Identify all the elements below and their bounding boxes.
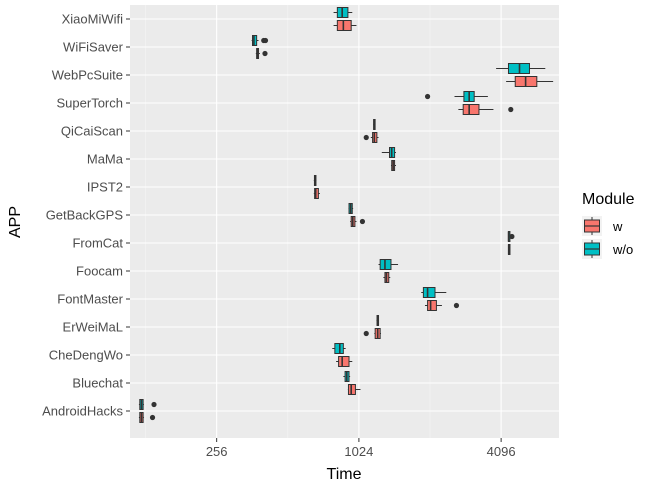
grid xyxy=(130,5,559,438)
boxes xyxy=(138,7,554,423)
y-tick-label: QiCaiScan xyxy=(61,124,123,139)
box-wo-SuperTorch xyxy=(424,91,488,102)
x-axis-title: Time xyxy=(327,466,362,483)
outlier-point xyxy=(359,218,366,225)
box-iqr xyxy=(338,356,350,367)
y-tick-label: Foocam xyxy=(76,264,123,279)
box-wo-FromCat xyxy=(507,231,515,242)
outlier-point xyxy=(363,330,369,337)
y-tick-label: WiFiSaver xyxy=(63,40,124,55)
y-axis: XiaoMiWifi WiFiSaver WebPcSuite SuperTorch Q… xyxy=(42,12,130,419)
outlier-point xyxy=(151,401,157,408)
box-wo-AndroidHacks xyxy=(138,399,157,410)
outlier-point xyxy=(262,50,268,57)
box-w-AndroidHacks xyxy=(138,412,156,423)
outlier-point xyxy=(509,233,515,240)
box-wo-WiFiSaver xyxy=(251,35,269,46)
y-tick-label: MaMa xyxy=(87,152,124,167)
box-wo-Foocam xyxy=(378,259,399,270)
outlier-point xyxy=(453,302,460,309)
y-tick-label: FontMaster xyxy=(57,292,123,307)
box-w-GetBackGPS xyxy=(350,216,366,227)
box-wo-CheDengWo xyxy=(332,343,346,354)
box-iqr xyxy=(422,287,436,298)
y-tick-label: XiaoMiWifi xyxy=(62,12,124,27)
box-wo-Bluechat xyxy=(343,371,351,382)
box-iqr xyxy=(336,20,352,31)
box-wo-IPST2 xyxy=(313,175,317,186)
x-tick-label: 256 xyxy=(206,444,228,459)
outlier-point xyxy=(262,37,269,44)
box-w-SuperTorch xyxy=(458,104,514,115)
legend-title: Module xyxy=(582,191,635,208)
box-wo-GetBackGPS xyxy=(348,203,354,214)
y-axis-title: APP xyxy=(7,206,24,238)
box-w-FromCat xyxy=(507,244,511,255)
y-tick-label: SuperTorch xyxy=(57,96,123,111)
x-tick-label: 1024 xyxy=(344,444,373,459)
y-tick-label: CheDengWo xyxy=(49,348,123,363)
box-w-ErWeiMaL xyxy=(363,328,381,339)
box-wo-MaMa xyxy=(381,147,396,158)
box-w-Foocam xyxy=(383,272,391,283)
box-w-WiFiSaver xyxy=(255,48,268,59)
y-tick-label: FromCat xyxy=(72,236,123,251)
legend-label: w xyxy=(612,219,623,234)
legend-label: w/o xyxy=(612,242,633,257)
box-wo-FontMaster xyxy=(421,287,447,298)
outlier-point xyxy=(149,414,156,421)
legend: Module w w/o xyxy=(582,191,635,259)
outlier-point xyxy=(363,134,369,141)
box-w-XiaoMiWifi xyxy=(333,20,357,31)
box-w-QiCaiScan xyxy=(363,132,379,143)
outlier-point xyxy=(424,93,431,100)
box-iqr xyxy=(462,104,480,115)
y-tick-label: GetBackGPS xyxy=(46,208,124,223)
box-w-FontMaster xyxy=(424,300,460,311)
box-iqr xyxy=(314,188,319,199)
y-tick-label: WebPcSuite xyxy=(52,68,123,83)
y-tick-label: Bluechat xyxy=(72,376,123,391)
x-axis: 256 1024 4096 xyxy=(206,438,516,459)
box-w-WebPcSuite xyxy=(506,76,554,87)
box-w-IPST2 xyxy=(313,188,320,199)
box-wo-WebPcSuite xyxy=(496,63,546,74)
x-tick-label: 4096 xyxy=(487,444,516,459)
box-wo-QiCaiScan xyxy=(373,119,376,130)
box-wo-XiaoMiWifi xyxy=(333,7,353,18)
plot-panel xyxy=(130,5,559,438)
box-wo-ErWeiMaL xyxy=(376,315,380,326)
box-w-Bluechat xyxy=(347,384,361,395)
box-w-CheDengWo xyxy=(336,356,353,367)
box-iqr xyxy=(427,300,437,311)
y-tick-label: IPST2 xyxy=(87,180,123,195)
box-w-MaMa xyxy=(390,160,396,171)
outlier-point xyxy=(508,106,514,113)
y-tick-label: ErWeiMaL xyxy=(63,320,123,335)
y-tick-label: AndroidHacks xyxy=(42,404,123,419)
